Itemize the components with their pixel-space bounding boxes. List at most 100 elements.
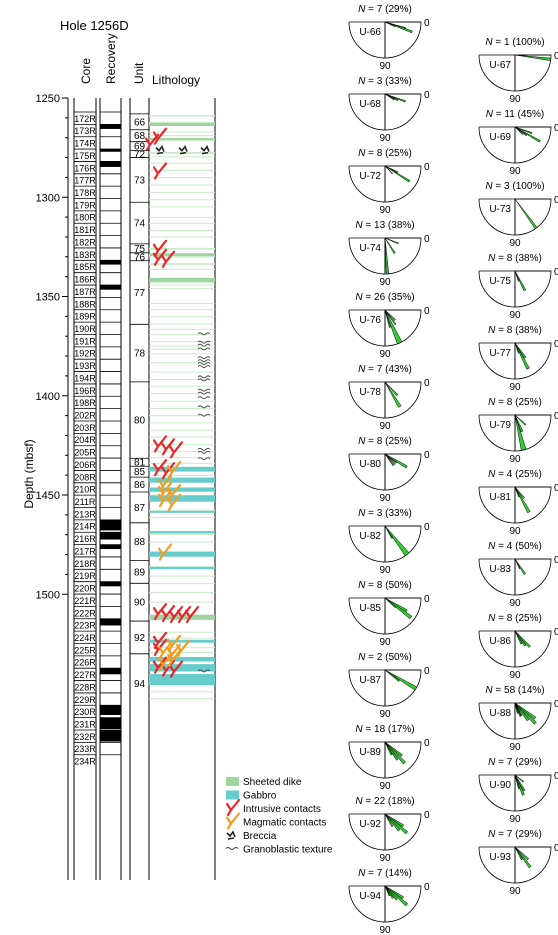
unit-label: 74 [134, 219, 146, 230]
core-label: 186R [74, 275, 96, 285]
rose-n: = 13 [363, 220, 386, 231]
rose-pct: (25%) [512, 613, 541, 624]
unit-label: 86 [134, 480, 146, 491]
thin-dike-band [149, 429, 215, 431]
depth-tick-label: 1400 [36, 391, 60, 403]
gabbro-band [149, 566, 215, 570]
thin-dike-band [149, 256, 215, 258]
rose-petal [384, 309, 391, 328]
rose-diagram: N = 13 (38%) U-74 0 90 [348, 220, 430, 288]
rose-unit-label: U-75 [489, 276, 511, 287]
recovery-bar [100, 730, 121, 742]
rose-count-label: N = 8 (25%) [358, 436, 412, 447]
rose-petal [514, 198, 538, 230]
rose-pct: (29%) [512, 829, 541, 840]
rose-zero-label: 0 [424, 882, 430, 893]
rose-outline-left [348, 165, 386, 203]
core-label: 216R [74, 534, 96, 544]
rose-zero-label: 0 [554, 123, 558, 134]
thin-dike-band [149, 345, 215, 347]
rose-diagram: N = 7 (29%) U-93 0 90 [478, 829, 558, 897]
rose-count-label: N = 7 (29%) [488, 829, 542, 840]
rose-n: = 7 [495, 829, 512, 840]
rose-n: = 8 [495, 613, 512, 624]
core-label: 233R [74, 744, 96, 754]
rose-ninety-label: 90 [509, 382, 521, 393]
unit-label: 76 [134, 252, 146, 263]
core-label: 228R [74, 682, 96, 692]
rose-ninety-label: 90 [509, 526, 521, 537]
rose-outline-left [478, 270, 516, 308]
rose-outline-left [348, 453, 386, 491]
core-label: 192R [74, 349, 96, 359]
granoblastic-mark [197, 669, 211, 673]
gabbro-band [149, 639, 215, 643]
rose-outline-left [478, 846, 516, 884]
unit-label: 88 [134, 537, 146, 548]
granoblastic-stroke [197, 396, 211, 400]
intrusive-contact-mark [168, 441, 184, 459]
rose-ninety-label: 90 [379, 133, 391, 144]
rose-unit-label: U-93 [489, 852, 511, 863]
rose-petal [384, 165, 394, 175]
col-recovery-label: Recovery [104, 33, 118, 84]
rose-pct: (18%) [385, 796, 414, 807]
rose-count-label: N = 3 (100%) [485, 181, 544, 192]
core-label: 219R [74, 571, 96, 581]
rose-diagram: N = 58 (14%) U-88 0 90 [478, 685, 558, 753]
rose-n: = 7 [365, 364, 382, 375]
thin-dike-band [149, 422, 215, 424]
breccia-mark [155, 144, 165, 155]
rose-petal [514, 774, 525, 796]
rose-n: = 4 [495, 541, 512, 552]
thin-dike-band [149, 601, 215, 603]
rose-ninety-label: 90 [379, 709, 391, 720]
thin-dike-band [149, 131, 215, 133]
granoblastic-stroke [197, 375, 211, 379]
rose-diagram: N = 2 (50%) U-87 0 90 [348, 652, 430, 720]
gabbro-band [149, 531, 215, 534]
rose-n: = 8 [365, 148, 382, 159]
rose-n: = 11 [493, 109, 515, 120]
rose-unit-label: U-85 [359, 603, 381, 614]
thin-dike-band [149, 475, 215, 477]
thin-dike-band [149, 592, 215, 594]
rose-pct: (14%) [515, 685, 544, 696]
rose-count-label: N = 8 (38%) [488, 253, 542, 264]
rose-zero-label: 0 [424, 306, 430, 317]
rose-petal [384, 237, 396, 254]
legend-label: Sheeted dike [243, 777, 302, 788]
rose-zero-label: 0 [424, 450, 430, 461]
rose-petal [514, 414, 524, 433]
rose-petal [514, 126, 533, 135]
rose-diagram: N = 4 (25%) U-81 0 90 [478, 469, 558, 537]
core-label: 203R [74, 423, 96, 433]
granoblastic-mark [197, 347, 211, 351]
core-label: 206R [74, 460, 96, 470]
rose-unit-label: U-89 [359, 747, 381, 758]
intrusive-contact-mark [152, 656, 168, 674]
granoblastic-mark [197, 447, 211, 454]
thin-dike-band [149, 169, 215, 171]
gabbro-band [149, 664, 215, 672]
rose-diagram: N = 8 (38%) U-77 0 90 [478, 325, 558, 393]
core-label: 183R [74, 250, 96, 260]
legend-label: Breccia [243, 831, 277, 842]
rose-zero-label: 0 [424, 90, 430, 101]
rose-count-label: N = 3 (33%) [358, 508, 412, 519]
rose-n: = 8 [495, 397, 512, 408]
magmatic-contact-mark [157, 653, 173, 671]
rose-petal [514, 630, 531, 648]
depth-tick-label: 1500 [36, 589, 60, 601]
granoblastic-stroke [197, 405, 211, 409]
rose-outline-left [478, 558, 516, 596]
intrusive-contact-mark [152, 459, 168, 477]
core-label: 213R [74, 509, 96, 519]
rose-n: = 8 [365, 580, 382, 591]
rose-pct: (50%) [382, 580, 411, 591]
intrusive-contact-mark [168, 605, 184, 624]
unit-label: 73 [134, 175, 146, 186]
col-core-label: Core [79, 58, 93, 84]
